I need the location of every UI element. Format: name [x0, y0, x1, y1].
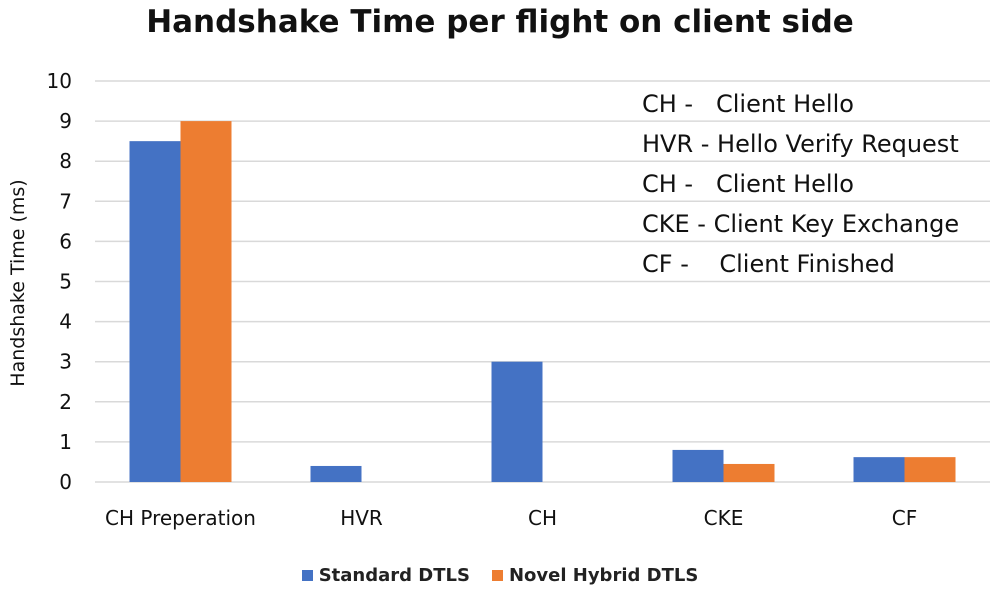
y-tick-label: 2 — [59, 390, 72, 414]
y-tick-label: 10 — [47, 69, 72, 93]
legend-item: Standard DTLS — [301, 565, 470, 586]
annotation: HVR - Hello Verify Request — [642, 130, 959, 158]
annotation: CH - Client Hello — [642, 170, 854, 198]
legend-item: Novel Hybrid DTLS — [491, 565, 699, 586]
y-tick-label: 9 — [59, 109, 72, 133]
y-tick-label: 4 — [59, 310, 72, 334]
bar-novel-hybrid-dtls — [723, 463, 775, 482]
bar-standard-dtls — [853, 457, 905, 482]
x-tick-label: CF — [892, 506, 917, 530]
bar-standard-dtls — [129, 141, 181, 482]
y-axis-label: Handshake Time (ms) — [7, 179, 29, 386]
legend-label: Standard DTLS — [318, 565, 470, 586]
x-tick-label: CH — [528, 506, 557, 530]
y-tick-label: 1 — [59, 430, 72, 454]
chart-title: Handshake Time per flight on client side — [146, 4, 854, 40]
y-tick-label: 7 — [59, 189, 72, 213]
y-tick-label: 8 — [59, 149, 72, 173]
x-tick-label: CH Preperation — [105, 506, 256, 530]
bar-novel-hybrid-dtls — [904, 457, 956, 482]
y-tick-label: 5 — [59, 270, 72, 294]
annotation: CKE - Client Key Exchange — [642, 210, 960, 238]
annotation: CF - Client Finished — [642, 250, 895, 278]
bar-novel-hybrid-dtls — [180, 121, 232, 482]
legend-swatch — [491, 570, 503, 581]
bar-standard-dtls — [672, 449, 724, 482]
y-tick-label: 3 — [59, 350, 72, 374]
legend-swatch — [301, 570, 313, 581]
legend: Standard DTLS Novel Hybrid DTLS — [0, 565, 1000, 586]
y-tick-label: 6 — [59, 229, 72, 253]
bar-standard-dtls — [310, 465, 362, 482]
y-tick-label: 0 — [59, 470, 72, 494]
bar-standard-dtls — [491, 361, 543, 482]
x-tick-label: CKE — [704, 506, 744, 530]
annotation: CH - Client Hello — [642, 90, 854, 118]
x-tick-label: HVR — [340, 506, 383, 530]
legend-label: Novel Hybrid DTLS — [508, 565, 699, 586]
